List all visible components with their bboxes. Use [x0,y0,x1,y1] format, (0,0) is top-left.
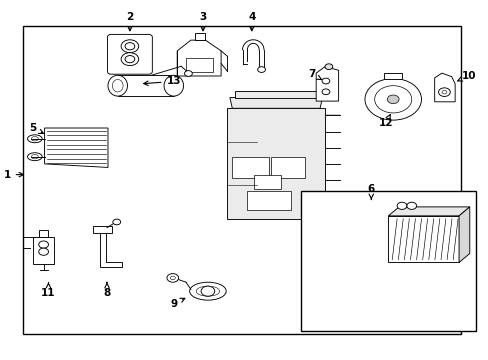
Ellipse shape [112,80,123,92]
Bar [118,75,173,96]
Circle shape [184,71,192,76]
Polygon shape [177,40,221,76]
Ellipse shape [121,53,139,66]
Ellipse shape [108,75,127,96]
Bar [93,226,112,233]
Circle shape [396,202,406,210]
Text: 2: 2 [126,12,133,31]
Bar [254,175,281,189]
Polygon shape [44,128,108,167]
Circle shape [406,202,416,210]
Polygon shape [434,73,454,102]
Bar [271,157,305,178]
Circle shape [170,276,175,280]
Polygon shape [100,228,122,267]
Circle shape [325,64,332,69]
Circle shape [386,95,398,104]
Text: 11: 11 [41,282,56,298]
Text: 5: 5 [29,123,43,134]
Bar [22,26,461,334]
Text: 12: 12 [378,114,392,128]
Text: 4: 4 [247,12,255,31]
Polygon shape [458,207,469,262]
Text: 6: 6 [367,184,374,199]
Circle shape [364,78,421,120]
Circle shape [374,86,411,113]
Polygon shape [194,33,204,40]
Polygon shape [229,98,322,108]
Bar [232,157,268,178]
Bar [39,230,48,237]
Ellipse shape [27,135,42,143]
Text: 13: 13 [143,76,181,86]
Polygon shape [316,67,338,101]
Ellipse shape [163,75,183,96]
Ellipse shape [189,282,226,300]
Bar [246,191,290,211]
Bar [227,108,325,220]
Ellipse shape [121,40,139,53]
Text: 9: 9 [170,298,184,309]
Circle shape [39,241,48,248]
Ellipse shape [125,42,135,50]
Circle shape [39,248,48,255]
Ellipse shape [31,154,38,159]
Ellipse shape [196,286,219,296]
Text: 8: 8 [103,282,110,298]
Bar [300,191,475,330]
Circle shape [322,78,329,84]
Polygon shape [387,207,469,216]
Polygon shape [387,216,458,262]
Ellipse shape [31,136,38,141]
Text: 10: 10 [457,71,475,81]
Circle shape [438,88,449,96]
Bar [384,73,401,78]
Bar [33,237,54,264]
Text: 1: 1 [3,170,23,180]
Circle shape [257,67,265,72]
Text: 7: 7 [307,69,321,80]
Circle shape [322,89,329,95]
Ellipse shape [27,153,42,161]
Bar [185,58,212,72]
Circle shape [441,90,446,94]
Text: 3: 3 [199,12,206,31]
FancyBboxPatch shape [107,35,152,74]
Circle shape [201,286,214,296]
Circle shape [113,219,121,225]
Circle shape [166,274,178,282]
Ellipse shape [125,55,135,63]
Bar [234,91,317,98]
